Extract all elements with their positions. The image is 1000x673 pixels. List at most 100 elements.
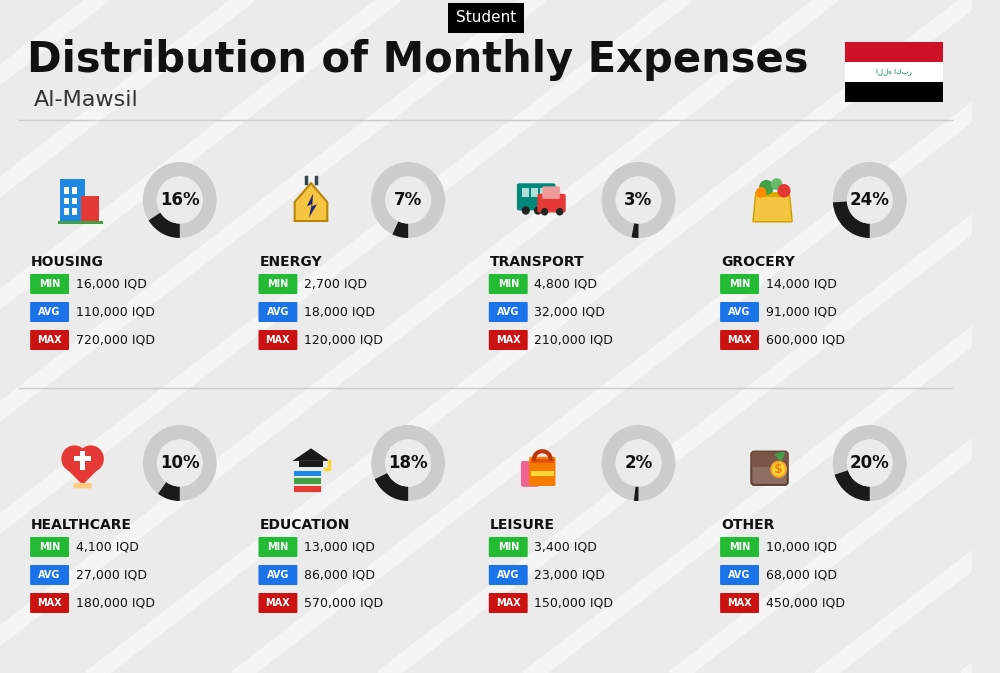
Wedge shape	[833, 201, 870, 238]
Text: HEALTHCARE: HEALTHCARE	[31, 518, 132, 532]
FancyBboxPatch shape	[73, 483, 92, 489]
FancyBboxPatch shape	[30, 274, 69, 294]
Text: AVG: AVG	[728, 570, 751, 580]
Text: 27,000 IQD: 27,000 IQD	[76, 569, 147, 581]
Circle shape	[534, 207, 542, 215]
Text: 450,000 IQD: 450,000 IQD	[766, 596, 845, 610]
Text: 570,000 IQD: 570,000 IQD	[304, 596, 383, 610]
Text: 720,000 IQD: 720,000 IQD	[76, 334, 155, 347]
FancyBboxPatch shape	[720, 537, 759, 557]
FancyBboxPatch shape	[30, 537, 69, 557]
Wedge shape	[835, 470, 870, 501]
FancyBboxPatch shape	[293, 485, 321, 491]
Wedge shape	[143, 162, 217, 238]
Text: 16,000 IQD: 16,000 IQD	[76, 277, 147, 291]
FancyBboxPatch shape	[30, 593, 69, 613]
FancyBboxPatch shape	[64, 187, 69, 194]
FancyBboxPatch shape	[489, 565, 528, 585]
FancyBboxPatch shape	[521, 461, 539, 487]
Circle shape	[61, 446, 88, 472]
Text: 91,000 IQD: 91,000 IQD	[766, 306, 837, 318]
Text: 4,800 IQD: 4,800 IQD	[534, 277, 597, 291]
Circle shape	[556, 208, 563, 215]
Text: MAX: MAX	[266, 335, 290, 345]
FancyBboxPatch shape	[58, 221, 103, 224]
Text: MIN: MIN	[39, 542, 60, 552]
FancyBboxPatch shape	[755, 192, 790, 197]
Text: MAX: MAX	[266, 598, 290, 608]
Text: EDUCATION: EDUCATION	[259, 518, 350, 532]
Wedge shape	[375, 473, 408, 501]
Text: MIN: MIN	[267, 542, 289, 552]
Text: 24%: 24%	[850, 191, 890, 209]
Text: 600,000 IQD: 600,000 IQD	[766, 334, 845, 347]
Text: 10%: 10%	[160, 454, 200, 472]
FancyBboxPatch shape	[72, 209, 77, 215]
FancyBboxPatch shape	[542, 186, 560, 199]
Text: 3%: 3%	[624, 191, 653, 209]
Text: AVG: AVG	[497, 307, 519, 317]
Text: 3,400 IQD: 3,400 IQD	[534, 540, 597, 553]
FancyBboxPatch shape	[537, 194, 566, 213]
Polygon shape	[295, 183, 327, 221]
FancyBboxPatch shape	[845, 62, 943, 82]
Text: AVG: AVG	[38, 570, 61, 580]
Wedge shape	[392, 221, 408, 238]
Text: 120,000 IQD: 120,000 IQD	[304, 334, 383, 347]
Text: MAX: MAX	[37, 598, 62, 608]
Text: 110,000 IQD: 110,000 IQD	[76, 306, 155, 318]
Text: MAX: MAX	[496, 598, 521, 608]
FancyBboxPatch shape	[258, 565, 297, 585]
FancyBboxPatch shape	[30, 565, 69, 585]
FancyBboxPatch shape	[74, 456, 91, 461]
FancyBboxPatch shape	[720, 593, 759, 613]
FancyBboxPatch shape	[30, 330, 69, 350]
Circle shape	[847, 176, 893, 223]
Text: 86,000 IQD: 86,000 IQD	[304, 569, 375, 581]
Wedge shape	[143, 425, 217, 501]
Text: 14,000 IQD: 14,000 IQD	[766, 277, 837, 291]
Text: 2,700 IQD: 2,700 IQD	[304, 277, 367, 291]
Polygon shape	[307, 194, 317, 217]
Circle shape	[385, 176, 431, 223]
Text: Distribution of Monthly Expenses: Distribution of Monthly Expenses	[27, 39, 809, 81]
Text: AVG: AVG	[497, 570, 519, 580]
Circle shape	[759, 180, 774, 195]
FancyBboxPatch shape	[258, 537, 297, 557]
Wedge shape	[371, 425, 445, 501]
FancyBboxPatch shape	[540, 188, 548, 197]
Text: 16%: 16%	[160, 191, 200, 209]
FancyBboxPatch shape	[64, 198, 69, 204]
Text: 10,000 IQD: 10,000 IQD	[766, 540, 837, 553]
Text: 4,100 IQD: 4,100 IQD	[76, 540, 139, 553]
Text: MIN: MIN	[267, 279, 289, 289]
Text: 23,000 IQD: 23,000 IQD	[534, 569, 605, 581]
Text: LEISURE: LEISURE	[490, 518, 555, 532]
Text: MIN: MIN	[729, 279, 750, 289]
Wedge shape	[158, 482, 180, 501]
Circle shape	[756, 187, 766, 198]
Text: الله اكبر: الله اكبر	[876, 69, 912, 75]
Circle shape	[541, 208, 548, 215]
Text: GROCERY: GROCERY	[721, 255, 795, 269]
Text: $: $	[774, 463, 783, 476]
Text: 18,000 IQD: 18,000 IQD	[304, 306, 375, 318]
Circle shape	[777, 184, 791, 197]
Circle shape	[157, 439, 203, 487]
FancyBboxPatch shape	[531, 470, 554, 476]
FancyBboxPatch shape	[64, 209, 69, 215]
FancyBboxPatch shape	[845, 42, 943, 62]
Wedge shape	[632, 223, 638, 238]
FancyBboxPatch shape	[720, 565, 759, 585]
FancyBboxPatch shape	[489, 302, 528, 322]
Text: MIN: MIN	[498, 279, 519, 289]
FancyBboxPatch shape	[720, 274, 759, 294]
Circle shape	[616, 176, 661, 223]
FancyBboxPatch shape	[720, 330, 759, 350]
Text: MIN: MIN	[729, 542, 750, 552]
Text: 210,000 IQD: 210,000 IQD	[534, 334, 613, 347]
Text: MIN: MIN	[498, 542, 519, 552]
Text: HOUSING: HOUSING	[31, 255, 104, 269]
Polygon shape	[63, 465, 102, 485]
Wedge shape	[602, 162, 675, 238]
